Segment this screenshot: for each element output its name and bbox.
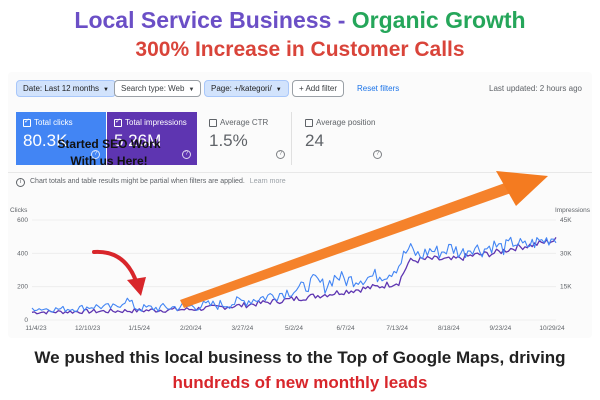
annotation-arrow-curve [92, 249, 139, 286]
info-icon: i [16, 177, 25, 187]
growth-arrow-head [496, 171, 548, 206]
headline-growth: Organic Growth [351, 7, 526, 33]
average-ctr-card[interactable]: Average CTR 1.5% ? [202, 112, 292, 165]
x-axis-tick: 1/15/24 [128, 325, 150, 332]
headline-primary: Local Service Business - Organic Growth [0, 6, 600, 34]
x-axis-tick: 7/13/24 [386, 325, 408, 332]
seo-start-annotation: Started SEO Work With us Here! [34, 136, 184, 170]
search-type-label: Search type: Web [121, 84, 185, 93]
card-label: Average CTR [220, 118, 269, 127]
checkbox-checked-icon[interactable] [23, 117, 31, 127]
x-axis-tick: 11/4/23 [25, 325, 47, 332]
search-type-chip[interactable]: Search type: Web ▼ [114, 80, 202, 97]
card-value: 1.5% [209, 131, 248, 150]
filter-bar: Date: Last 12 months ▼ Search type: Web ▼ … [16, 80, 584, 98]
left-axis-tick: 200 [17, 284, 28, 291]
right-axis-tick: 45K [560, 217, 572, 224]
date-filter-label: Date: Last 12 months [23, 84, 100, 93]
help-icon[interactable]: ? [276, 150, 285, 159]
right-axis-tick: 30K [560, 250, 572, 257]
annotation-line-2: With us Here! [70, 154, 148, 168]
reset-filters-link[interactable]: Reset filters [357, 84, 400, 93]
total-clicks-card[interactable]: Total clicks 80.3K ? [16, 112, 106, 165]
right-axis-title: Impressions [555, 207, 591, 214]
plus-icon: + [299, 84, 306, 93]
add-filter-label: Add filter [305, 84, 338, 93]
average-position-card[interactable]: Average position 24 ? [298, 112, 388, 165]
help-icon[interactable]: ? [373, 150, 382, 159]
right-axis-tick: 15K [560, 284, 572, 291]
left-axis-tick: 0 [24, 317, 28, 324]
left-axis-tick: 400 [17, 250, 28, 257]
card-value: 80.3K [23, 131, 68, 150]
total-impressions-card[interactable]: Total impressions 5.26M ? [107, 112, 197, 165]
x-axis-tick: 10/29/24 [539, 325, 565, 332]
add-filter-button[interactable]: + Add filter [292, 80, 345, 97]
left-axis-title: Clicks [10, 207, 28, 214]
bottom-caption-line-1: We pushed this local business to the Top… [34, 348, 566, 367]
help-icon[interactable]: ? [182, 150, 191, 159]
x-axis-tick: 3/27/24 [232, 325, 254, 332]
x-axis-tick: 8/18/24 [438, 325, 460, 332]
left-axis-tick: 600 [17, 217, 28, 224]
checkbox-unchecked-icon[interactable] [209, 118, 217, 127]
growth-arrow-shaft [180, 180, 517, 308]
headline-secondary: 300% Increase in Customer Calls [135, 38, 465, 61]
page-filter-chip[interactable]: Page: +/kategori/▼ [204, 80, 289, 97]
last-updated-text: Last updated: 2 hours ago [489, 84, 582, 93]
performance-chart: 600 400 200 0 45K 30K 15K Clicks Impressions 11/4… [10, 171, 591, 332]
card-label: Total impressions [125, 118, 187, 127]
chevron-down-icon: ▼ [188, 87, 195, 93]
partial-results-notice: i Chart totals and table results might b… [16, 176, 286, 188]
x-axis-tick: 2/20/24 [180, 325, 202, 332]
annotation-line-1: Started SEO Work [57, 137, 161, 151]
impressions-series-line [31, 237, 557, 315]
page-filter-label: Page: +/kategori/ [211, 84, 272, 93]
notice-text: Chart totals and table results might be … [30, 178, 245, 185]
bottom-caption-line-2: hundreds of new monthly leads [172, 373, 428, 392]
card-value: 5.26M [114, 131, 162, 150]
chevron-down-icon: ▼ [103, 87, 109, 93]
learn-more-link[interactable]: Learn more [249, 178, 286, 185]
help-icon[interactable]: ? [91, 150, 100, 159]
headline-business: Local Service Business - [74, 7, 352, 33]
x-axis-tick: 9/23/24 [490, 325, 512, 332]
clicks-series-line [31, 236, 557, 313]
divider [8, 172, 592, 173]
search-console-panel: Date: Last 12 months ▼ Search type: Web ▼ … [8, 72, 592, 338]
checkbox-checked-icon[interactable] [114, 117, 122, 127]
chevron-down-icon: ▼ [275, 87, 282, 93]
card-label: Total clicks [34, 118, 73, 127]
x-axis-tick: 12/10/23 [75, 325, 101, 332]
x-axis-tick: 5/2/24 [285, 325, 303, 332]
annotation-arrow-head [127, 277, 146, 296]
x-axis-tick: 6/7/24 [337, 325, 355, 332]
card-label: Average position [316, 118, 376, 127]
card-value: 24 [305, 131, 324, 150]
metric-cards: Total clicks 80.3K ? Total impressions 5… [16, 112, 584, 167]
checkbox-unchecked-icon[interactable] [305, 118, 313, 127]
